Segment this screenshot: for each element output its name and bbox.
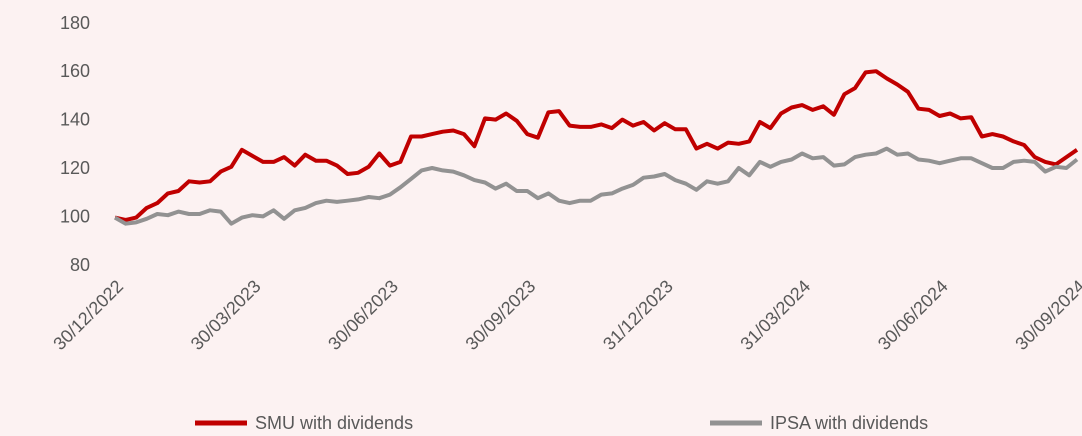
legend-label: SMU with dividends	[255, 413, 413, 433]
y-tick-label: 180	[60, 13, 90, 33]
y-tick-label: 80	[70, 255, 90, 275]
legend-label: IPSA with dividends	[770, 413, 928, 433]
series-line	[114, 146, 1079, 226]
series-line	[114, 69, 1079, 222]
y-tick-label: 100	[60, 206, 90, 226]
y-tick-label: 120	[60, 158, 90, 178]
y-tick-label: 160	[60, 61, 90, 81]
y-tick-label: 140	[60, 110, 90, 130]
